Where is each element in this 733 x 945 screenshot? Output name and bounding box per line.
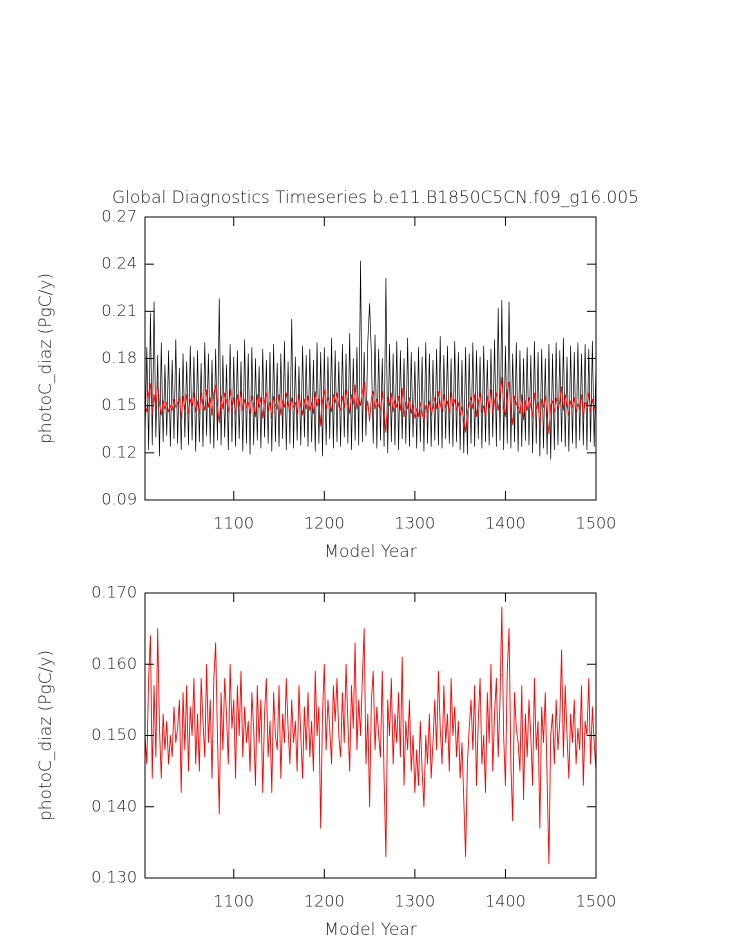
x-tick-label: 1400: [485, 514, 526, 533]
plot-frame: [144, 216, 597, 501]
y-axis-label: photoC_diaz (PgC/y): [36, 273, 56, 444]
y-tick-label: 0.27: [101, 207, 137, 226]
y-tick-label: 0.21: [101, 301, 137, 320]
y-tick-label: 0.24: [101, 254, 137, 273]
x-axis-label: Model Year: [324, 920, 416, 940]
x-tick-label: 1300: [395, 514, 436, 533]
y-tick-label: 0.150: [91, 725, 137, 744]
y-tick-label: 0.140: [91, 796, 137, 815]
x-tick-label: 1500: [576, 892, 617, 911]
x-tick-label: 1400: [485, 892, 526, 911]
y-tick-label: 0.12: [101, 442, 137, 461]
y-tick-label: 0.160: [91, 654, 137, 673]
x-tick-label: 1500: [576, 514, 617, 533]
chart-title: Global Diagnostics Timeseries b.e11.B185…: [112, 188, 639, 208]
y-tick-label: 0.18: [101, 348, 137, 367]
x-tick-label: 1100: [213, 514, 254, 533]
series-line: [144, 376, 597, 435]
series-line: [144, 260, 597, 460]
y-tick-label: 0.09: [101, 490, 137, 509]
y-tick-label: 0.170: [91, 583, 137, 602]
x-tick-label: 1200: [304, 514, 345, 533]
series-line: [144, 606, 597, 865]
y-axis-label: photoC_diaz (PgC/y): [36, 650, 56, 821]
x-tick-label: 1100: [213, 892, 254, 911]
x-tick-label: 1200: [304, 892, 345, 911]
y-tick-label: 0.15: [101, 395, 137, 414]
x-axis-label: Model Year: [324, 542, 416, 562]
y-tick-label: 0.130: [91, 868, 137, 887]
x-tick-label: 1300: [395, 892, 436, 911]
